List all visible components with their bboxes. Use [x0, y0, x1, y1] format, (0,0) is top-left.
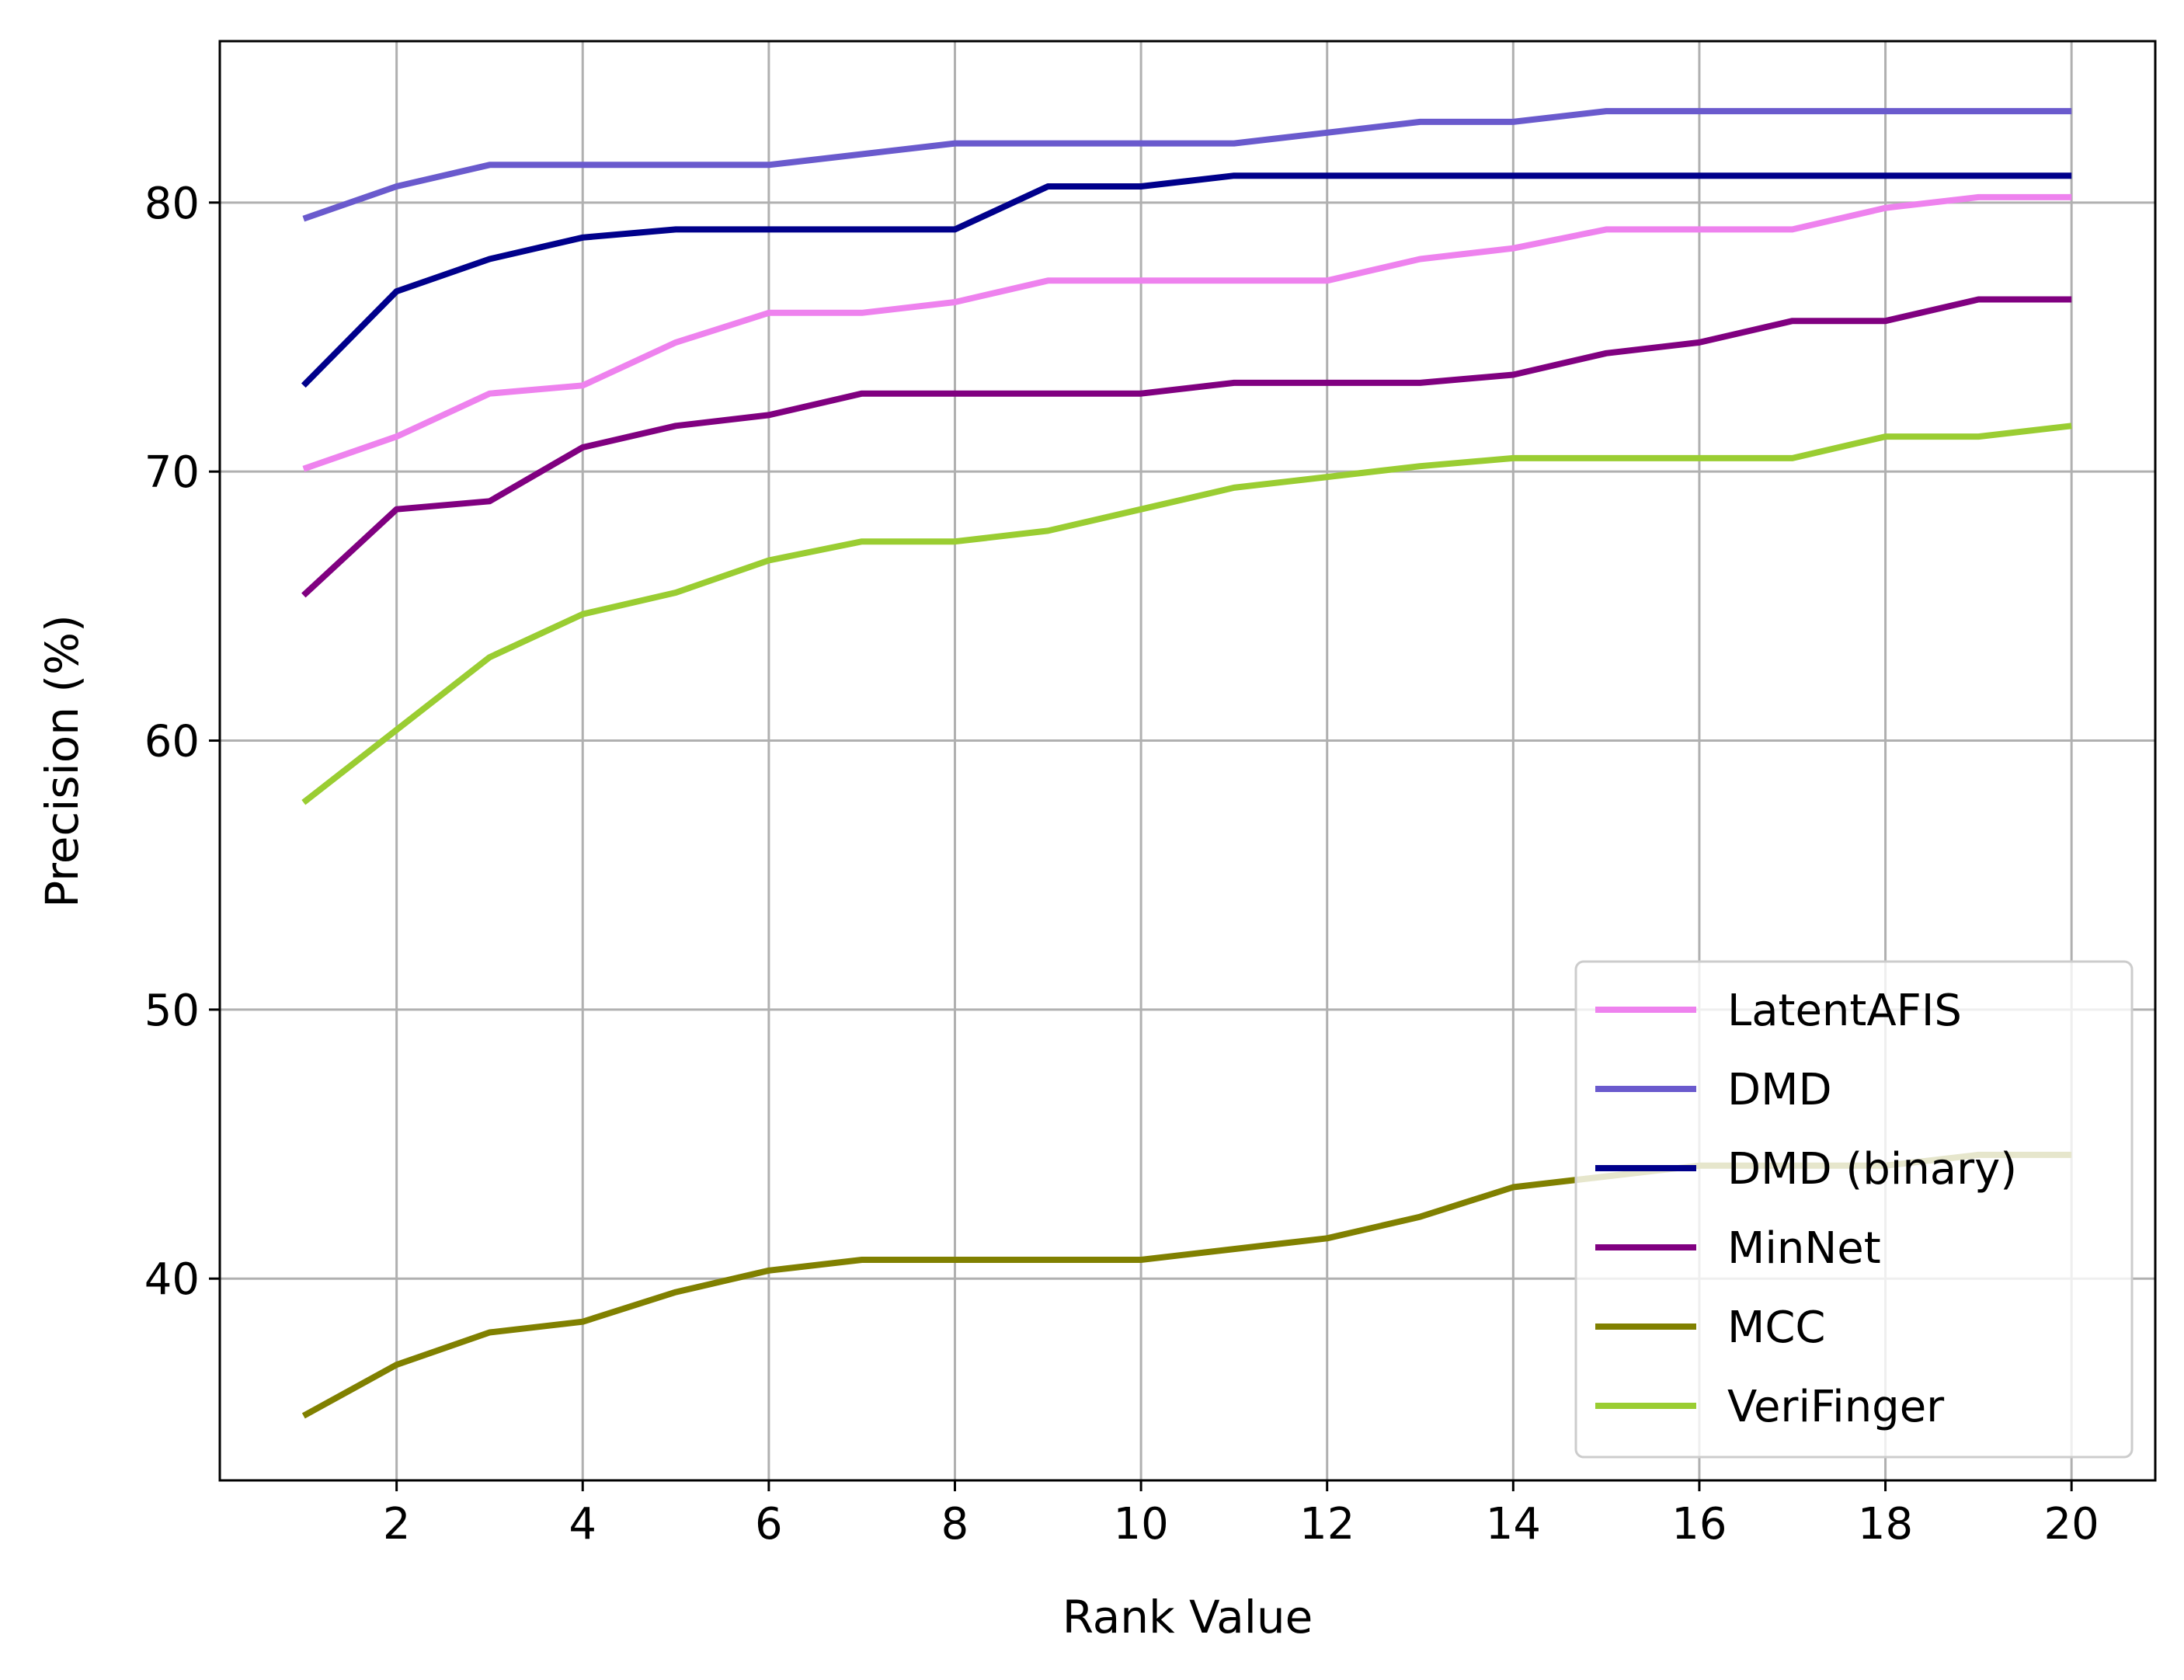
y-axis-label: Precision (%) — [36, 614, 89, 908]
series-line-minnet — [301, 296, 2072, 598]
legend-label: VeriFinger — [1727, 1382, 1945, 1432]
y-tick-label: 40 — [144, 1254, 200, 1305]
x-tick-label: 6 — [755, 1499, 783, 1550]
y-tick-label: 60 — [144, 717, 200, 767]
x-tick-label: 2 — [383, 1499, 411, 1550]
x-tick-label: 18 — [1858, 1499, 1913, 1550]
x-tick-label: 12 — [1299, 1499, 1355, 1550]
series-line-latentafis — [302, 193, 2072, 472]
legend-label: MinNet — [1727, 1223, 1881, 1274]
x-axis-label: Rank Value — [1062, 1591, 1313, 1643]
tick-layer: 2 4 6 8 10 12 14 16 18 20 40 50 60 70 80 — [144, 179, 2099, 1550]
legend-label: MCC — [1727, 1303, 1826, 1353]
x-tick-label: 8 — [941, 1499, 969, 1550]
legend: LatentAFIS DMD DMD (binary) MinNet MCC VeriFi… — [1574, 960, 2134, 1459]
series-line-verifinger — [301, 423, 2072, 805]
legend-label: LatentAFIS — [1727, 986, 1962, 1036]
x-tick-label: 4 — [569, 1499, 596, 1550]
x-tick-label: 16 — [1671, 1499, 1727, 1550]
y-tick-label: 70 — [144, 447, 200, 498]
series-layer — [301, 108, 2072, 1419]
y-tick-label: 80 — [144, 179, 200, 229]
legend-label: DMD — [1727, 1065, 1832, 1115]
x-tick-label: 14 — [1486, 1499, 1541, 1550]
legend-box — [1574, 960, 2134, 1459]
series-line-dmd — [302, 108, 2072, 222]
x-tick-label: 10 — [1113, 1499, 1168, 1550]
x-tick-label: 20 — [2044, 1499, 2099, 1550]
plot-frame — [218, 40, 2157, 1482]
y-tick-label: 50 — [144, 986, 200, 1036]
legend-label: DMD (binary) — [1727, 1144, 2017, 1195]
series-line-dmd-binary — [301, 172, 2072, 388]
